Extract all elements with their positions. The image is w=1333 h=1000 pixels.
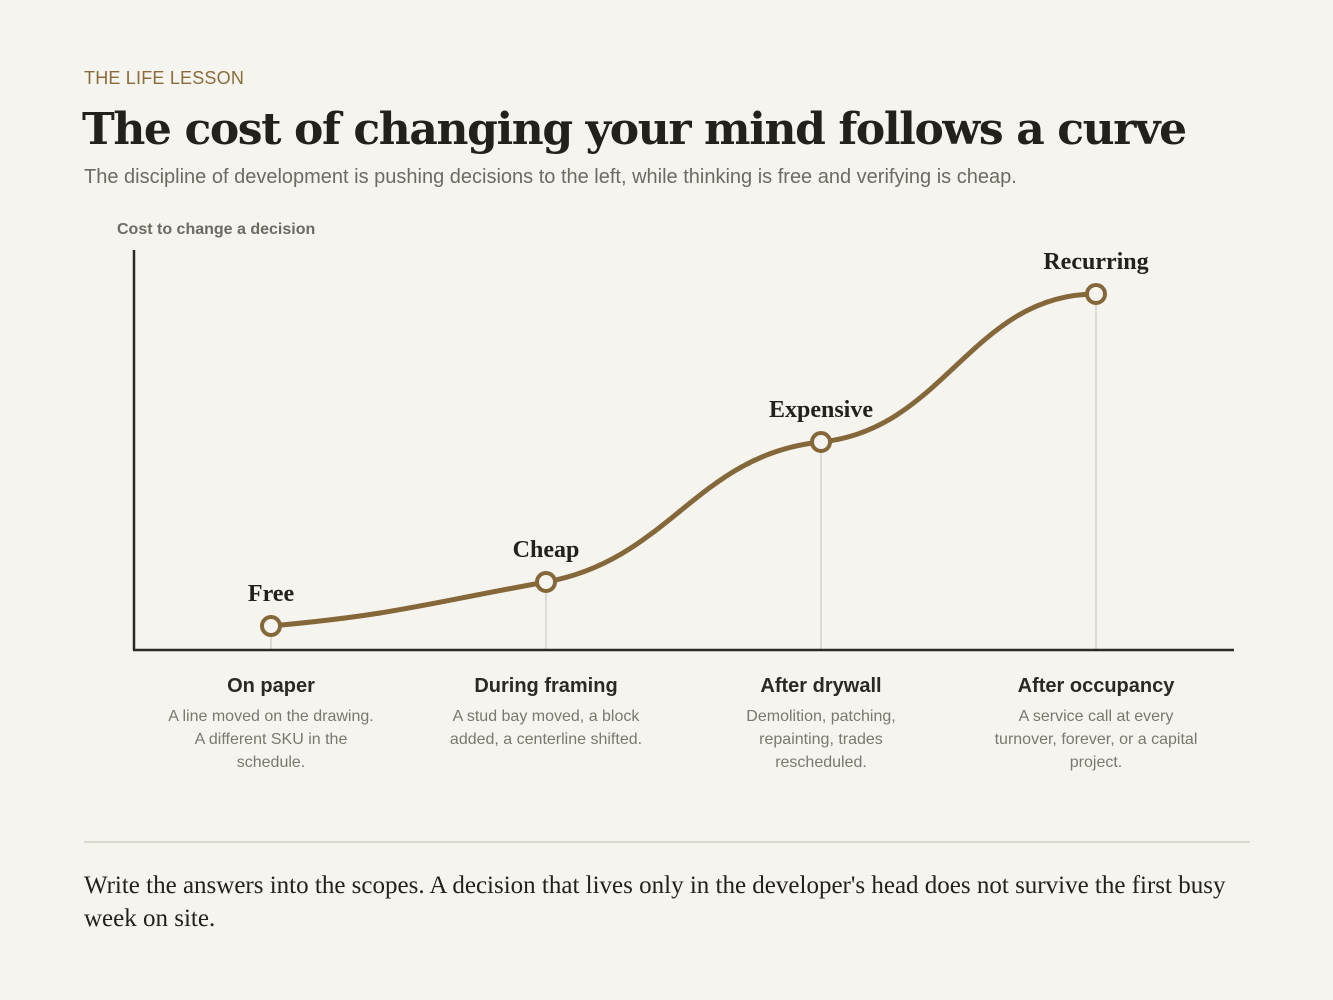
category-description: turnover, forever, or a capital xyxy=(995,731,1198,748)
x-category-label: After drywall xyxy=(760,675,881,697)
category-description: repainting, trades xyxy=(759,731,883,748)
category-description: rescheduled. xyxy=(775,754,867,771)
x-category-label: After occupancy xyxy=(1018,675,1176,697)
cost-curve-line xyxy=(268,291,1099,629)
category-description: A stud bay moved, a block xyxy=(453,708,641,725)
category-description: project. xyxy=(1070,754,1122,771)
category-description: Demolition, patching, xyxy=(746,708,895,725)
point-label: Free xyxy=(248,581,295,607)
data-point-marker xyxy=(810,431,832,453)
category-description: A different SKU in the xyxy=(195,731,348,748)
y-axis-label: Cost to change a decision xyxy=(117,221,315,238)
x-category-label: On paper xyxy=(227,675,315,697)
data-point-marker xyxy=(535,571,557,593)
category-description: schedule. xyxy=(237,754,306,771)
eyebrow-label: THE LIFE LESSON xyxy=(84,68,245,88)
category-description: added, a centerline shifted. xyxy=(450,731,642,748)
page-title: The cost of changing your mind follows a… xyxy=(82,104,1187,155)
x-category-label: During framing xyxy=(474,675,617,697)
cost-curve-chart: Cost to change a decision Free On paper A … xyxy=(117,221,1234,771)
point-label: Cheap xyxy=(513,537,580,563)
data-point-marker xyxy=(260,615,282,637)
point-label: Recurring xyxy=(1043,249,1148,275)
point-label: Expensive xyxy=(769,397,873,423)
category-description: A line moved on the drawing. xyxy=(168,708,373,725)
page-subtitle: The discipline of development is pushing… xyxy=(84,166,1017,188)
divider xyxy=(84,841,1250,843)
category-description: A service call at every xyxy=(1019,708,1174,725)
footer-note: Write the answers into the scopes. A dec… xyxy=(84,872,1226,932)
data-point-marker xyxy=(1085,283,1107,305)
